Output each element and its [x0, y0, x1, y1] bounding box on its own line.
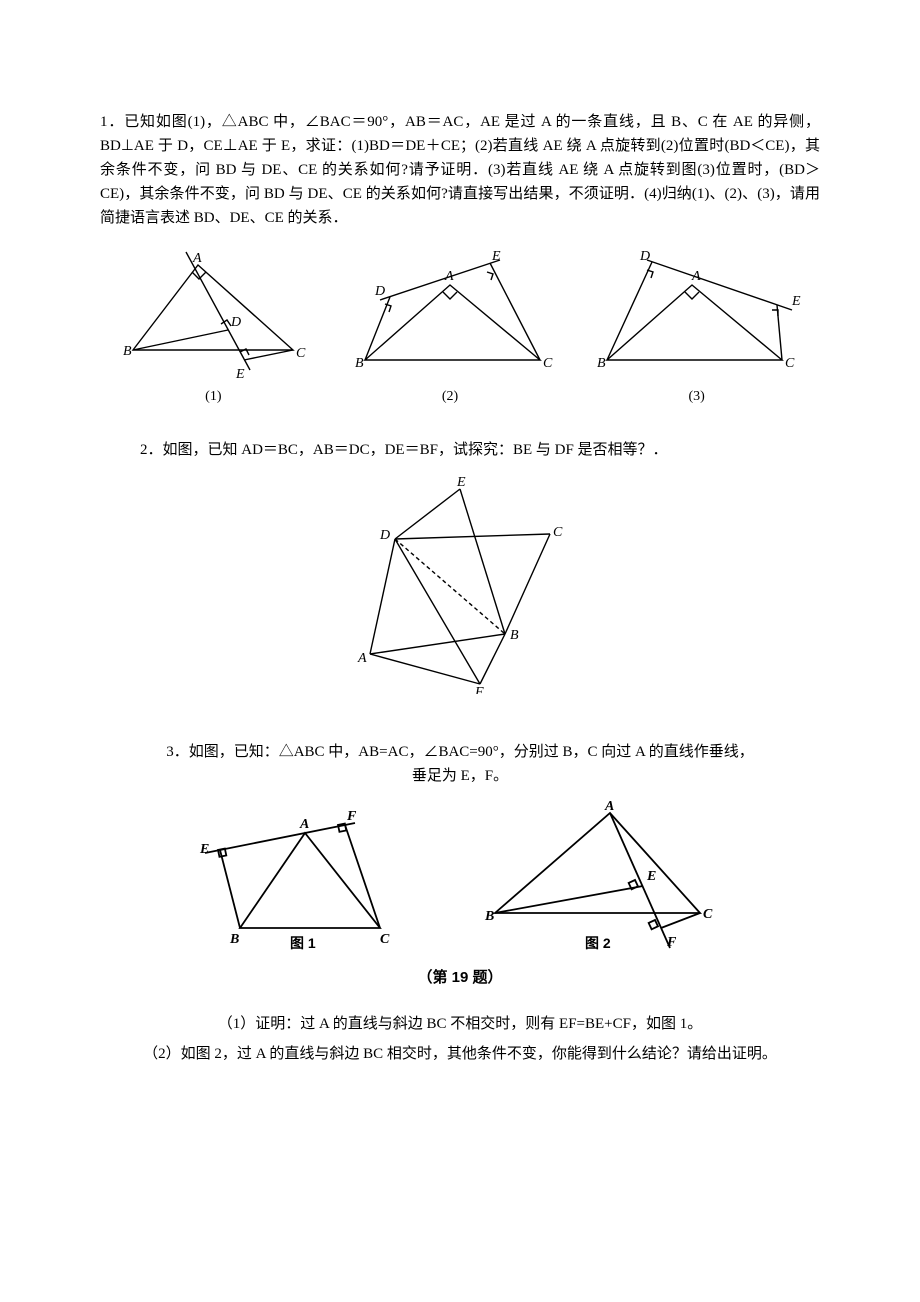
svg-text:A: A [604, 799, 614, 814]
svg-text:B: B [229, 932, 239, 947]
svg-text:C: C [296, 346, 306, 361]
svg-text:D: D [639, 250, 650, 264]
problem2-figure: E D C A B F [100, 474, 820, 694]
figure-1-1: A B C D E (1) [118, 250, 308, 408]
figure-1-1-caption: (1) [205, 386, 221, 408]
svg-text:C: C [543, 356, 553, 371]
problem2-text: 2．如图，已知 AD＝BC，AB＝DC，DE＝BF，试探究：BE 与 DF 是否… [100, 438, 820, 462]
figure-3-2-label: 图 2 [585, 935, 611, 951]
figure-3-1: A E F B C 图 1 [195, 808, 425, 958]
svg-text:B: B [123, 344, 132, 359]
figure-1-2-caption: (2) [442, 386, 458, 408]
svg-text:E: E [791, 294, 801, 309]
svg-text:A: A [299, 817, 309, 832]
svg-text:B: B [597, 356, 606, 371]
problem3-text: 3．如图，已知：△ABC 中，AB=AC，∠BAC=90°，分别过 B，C 向过… [100, 740, 820, 788]
svg-text:D: D [230, 315, 241, 330]
figure-1-3-caption: (3) [688, 386, 704, 408]
problem3-overall-caption: （第 19 题） [100, 966, 820, 990]
svg-text:B: B [355, 356, 364, 371]
svg-text:D: D [374, 284, 385, 299]
svg-text:A: A [444, 269, 454, 284]
svg-text:C: C [553, 525, 563, 540]
svg-text:E: E [199, 842, 209, 857]
svg-text:B: B [510, 628, 519, 643]
problem3-q1: （1）证明：过 A 的直线与斜边 BC 不相交时，则有 EF=BE+CF，如图 … [100, 1012, 820, 1036]
svg-text:D: D [379, 528, 390, 543]
problem3-q2: （2）如图 2，过 A 的直线与斜边 BC 相交时，其他条件不变，你能得到什么结… [100, 1042, 820, 1066]
figure-1-2: A B C D E (2) [345, 250, 555, 408]
svg-text:E: E [491, 250, 501, 264]
svg-text:F: F [346, 809, 357, 824]
figure-3-2: A B C E F 图 2 [475, 798, 725, 958]
svg-text:E: E [646, 869, 656, 884]
svg-text:F: F [666, 935, 677, 950]
problem3-figures: A E F B C 图 1 A [100, 798, 820, 958]
problem1-figures: A B C D E (1) A [100, 250, 820, 408]
svg-text:A: A [691, 269, 701, 284]
svg-text:B: B [484, 909, 494, 924]
problem1-text: 1．已知如图(1)，△ABC 中，∠BAC＝90°，AB＝AC，AE 是过 A … [100, 110, 820, 230]
svg-text:A: A [357, 651, 367, 666]
svg-text:E: E [235, 367, 245, 380]
svg-text:C: C [703, 907, 713, 922]
svg-text:A: A [192, 251, 202, 266]
figure-1-3: A B C D E (3) [592, 250, 802, 408]
svg-text:F: F [474, 685, 484, 694]
svg-text:C: C [380, 932, 390, 947]
svg-text:E: E [456, 475, 466, 490]
figure-3-1-label: 图 1 [290, 935, 316, 951]
svg-text:C: C [785, 356, 795, 371]
